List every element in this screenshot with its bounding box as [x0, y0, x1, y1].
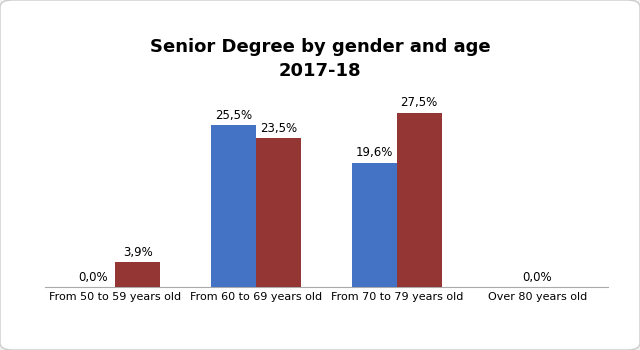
Text: 2017-18: 2017-18 [278, 63, 362, 80]
Text: 19,6%: 19,6% [356, 147, 393, 160]
Text: 0,0%: 0,0% [523, 271, 552, 284]
Text: 23,5%: 23,5% [260, 122, 297, 135]
Bar [397, 113, 442, 287]
Text: Senior Degree by gender and age: Senior Degree by gender and age [150, 38, 490, 56]
Text: 27,5%: 27,5% [401, 96, 438, 109]
Text: 25,5%: 25,5% [215, 109, 252, 122]
Bar [256, 138, 301, 287]
Bar [352, 163, 397, 287]
Bar [211, 125, 256, 287]
Text: 0,0%: 0,0% [78, 271, 108, 284]
Bar [115, 262, 161, 287]
Text: 3,9%: 3,9% [123, 246, 153, 259]
